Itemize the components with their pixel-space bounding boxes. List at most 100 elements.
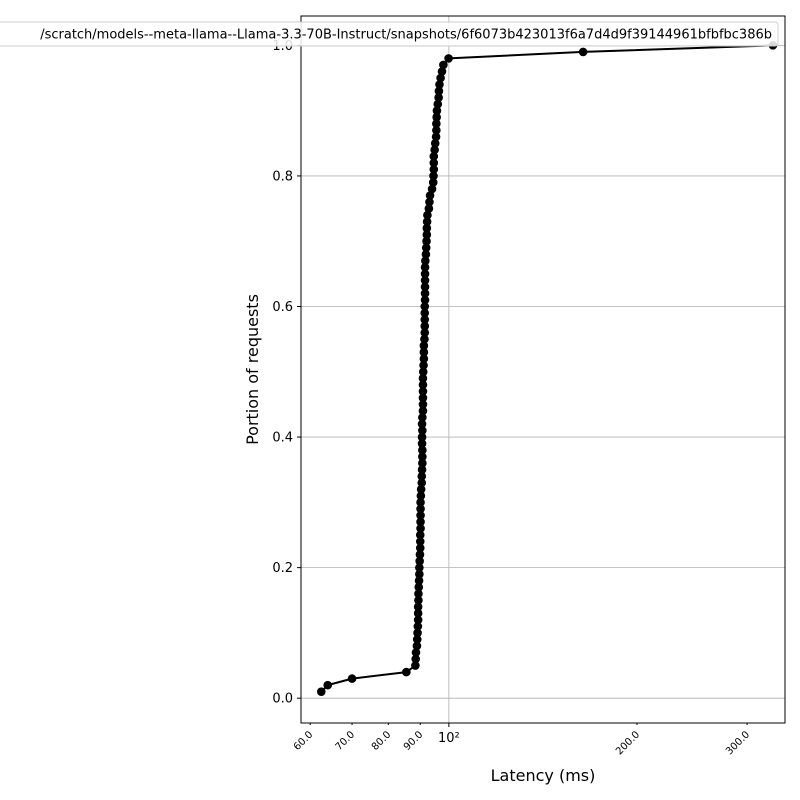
data-point: [436, 73, 445, 83]
data-point: [347, 674, 357, 683]
data-point: [411, 654, 421, 664]
series-layer: [316, 41, 778, 696]
data-point: [418, 374, 428, 383]
data-point: [428, 178, 438, 187]
data-point: [411, 661, 420, 670]
data-point: [417, 471, 427, 481]
data-point: [420, 302, 430, 311]
y-tick-label: 0.0: [272, 692, 293, 707]
data-point: [420, 328, 430, 337]
data-point: [416, 504, 425, 514]
data-point: [413, 609, 423, 618]
data-point: [432, 119, 441, 129]
data-point: [413, 615, 423, 625]
data-point: [420, 295, 430, 305]
data-point: [434, 86, 444, 96]
data-point: [316, 687, 326, 696]
data-point: [422, 217, 432, 226]
data-point: [418, 452, 427, 461]
data-point: [425, 191, 435, 200]
data-point: [425, 197, 434, 207]
data-point: [415, 563, 424, 572]
y-tick-label: 0.8: [272, 169, 293, 184]
data-point: [421, 243, 431, 253]
data-point: [416, 484, 426, 494]
data-point: [418, 458, 427, 468]
plot-frame: [300, 15, 786, 724]
data-point: [414, 582, 424, 592]
data-point: [429, 171, 438, 181]
x-tick-label: 70.0: [334, 729, 358, 753]
data-point: [578, 47, 588, 57]
data-point: [412, 635, 422, 644]
data-point: [414, 595, 423, 605]
data-point: [411, 648, 421, 657]
data-point: [420, 334, 429, 344]
x-tick-label: 300.0: [724, 729, 752, 757]
data-point: [417, 432, 427, 442]
data-point: [431, 132, 441, 142]
data-point: [412, 641, 422, 651]
grid-lines: [301, 16, 785, 723]
data-point: [432, 112, 441, 122]
data-point: [415, 550, 425, 559]
data-point: [424, 204, 434, 213]
data-point: [419, 341, 429, 350]
data-point: [427, 184, 437, 194]
data-point: [420, 263, 430, 272]
data-point: [415, 556, 424, 566]
data-point: [429, 165, 439, 174]
data-point: [416, 498, 425, 507]
data-point: [417, 419, 427, 429]
data-point: [439, 60, 448, 70]
data-point: [420, 321, 430, 331]
data-point: [419, 347, 429, 357]
data-point: [415, 569, 424, 579]
legend: /scratch/models--meta-llama--Llama-3.3-7…: [0, 21, 779, 47]
data-point: [444, 54, 453, 63]
data-point: [432, 106, 442, 115]
data-point: [416, 524, 425, 533]
data-point: [421, 249, 431, 259]
data-point: [415, 537, 425, 546]
data-point: [418, 426, 427, 435]
data-point: [416, 491, 426, 501]
data-point: [437, 67, 447, 76]
data-point: [418, 445, 427, 455]
data-point: [422, 223, 432, 233]
data-point: [418, 380, 428, 390]
x-axis-label: Latency (ms): [491, 766, 596, 785]
data-point: [402, 667, 411, 677]
data-point: [422, 230, 432, 239]
data-point: [430, 139, 440, 148]
legend-box: [0, 21, 779, 47]
y-axis-label: Portion of requests: [243, 294, 262, 445]
data-point: [418, 406, 428, 416]
legend-label: /scratch/models--meta-llama--Llama-3.3-7…: [40, 28, 772, 43]
data-point: [420, 276, 430, 285]
data-point: [413, 602, 423, 612]
data-point: [423, 210, 432, 220]
data-point: [415, 543, 425, 553]
data-point: [429, 158, 439, 168]
data-point: [415, 530, 425, 540]
data-point: [417, 439, 427, 448]
data-point: [420, 289, 430, 298]
data-point: [433, 99, 443, 109]
data-point: [432, 125, 441, 135]
data-point: [419, 354, 429, 364]
y-tick-label: 0.6: [272, 300, 293, 315]
data-point: [414, 576, 424, 585]
data-point: [413, 628, 422, 638]
data-point: [413, 622, 423, 631]
data-point: [323, 680, 333, 690]
data-point: [421, 256, 430, 266]
data-point: [418, 393, 428, 403]
data-point: [420, 308, 430, 318]
data-point: [418, 367, 428, 377]
data-point: [420, 282, 430, 292]
data-point: [429, 152, 439, 161]
data-point: [416, 517, 425, 527]
data-point: [435, 80, 444, 89]
